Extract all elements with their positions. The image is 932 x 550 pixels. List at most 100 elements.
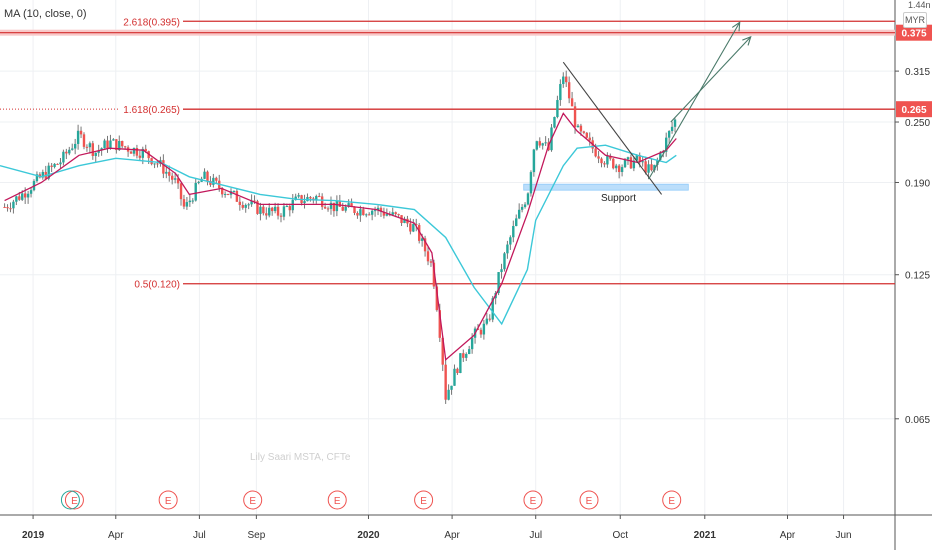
- candle-body: [121, 140, 124, 147]
- candle-body: [250, 200, 253, 205]
- candle-body: [479, 329, 483, 335]
- candle-body: [376, 207, 380, 211]
- candle-body: [565, 76, 568, 83]
- trendline[interactable]: [670, 36, 752, 123]
- earnings-marker[interactable]: [327, 490, 347, 510]
- candle-body: [265, 213, 268, 216]
- candle-body: [462, 353, 465, 358]
- candle-body: [3, 206, 6, 208]
- candle-body: [664, 137, 668, 152]
- earnings-marker-label: E: [530, 496, 537, 507]
- candle-body: [276, 206, 280, 216]
- candle-body: [288, 206, 292, 211]
- candle-body: [76, 130, 80, 144]
- candle-body: [573, 106, 577, 128]
- candle-body: [176, 178, 180, 184]
- earnings-marker-label: E: [420, 496, 427, 507]
- candle-body: [523, 204, 527, 207]
- candle-body: [438, 310, 441, 338]
- indicator-legend[interactable]: MA (10, close, 0): [4, 8, 87, 20]
- earnings-marker[interactable]: [662, 490, 682, 510]
- candle-body: [570, 98, 574, 107]
- candle-body: [673, 119, 677, 127]
- earnings-marker-label: E: [165, 496, 172, 507]
- candle-body: [350, 203, 353, 208]
- earnings-marker[interactable]: [414, 490, 434, 510]
- x-tick-label: Apr: [780, 530, 796, 541]
- candle-body: [370, 210, 374, 215]
- candle-body: [409, 223, 412, 232]
- candle-body: [647, 164, 650, 173]
- candle-body: [168, 171, 171, 176]
- candle-body: [362, 209, 365, 216]
- x-tick-label: Jul: [193, 530, 206, 541]
- candle-body: [344, 206, 347, 211]
- earnings-marker[interactable]: [243, 490, 263, 510]
- candle-body: [612, 158, 615, 169]
- candle-body: [153, 163, 156, 165]
- candle-body: [538, 141, 541, 146]
- candle-body: [644, 161, 647, 173]
- y-tick-label: 0.190: [905, 178, 930, 189]
- candle-body: [556, 100, 559, 118]
- x-tick-label: Apr: [444, 530, 460, 541]
- candle-body: [162, 160, 165, 174]
- candle-body: [132, 148, 136, 154]
- ma-10-line[interactable]: [4, 112, 677, 361]
- earnings-marker[interactable]: [579, 490, 599, 510]
- candle-body: [526, 193, 530, 205]
- candle-body: [420, 238, 424, 241]
- candle-body: [109, 140, 112, 149]
- candle-body: [432, 262, 436, 287]
- candle-body: [262, 206, 265, 214]
- price-tag[interactable]: [896, 101, 932, 118]
- candle-body: [68, 149, 71, 154]
- candle-body: [662, 151, 665, 153]
- earnings-marker[interactable]: [64, 490, 84, 510]
- candle-body: [56, 163, 59, 165]
- candle-body: [215, 177, 218, 181]
- candle-body: [220, 188, 224, 195]
- candle-body: [123, 146, 127, 148]
- earnings-marker[interactable]: [523, 490, 543, 510]
- candle-body: [397, 214, 400, 216]
- dividend-marker[interactable]: [60, 490, 80, 510]
- candle-body: [588, 137, 591, 141]
- price-tag[interactable]: [896, 24, 932, 41]
- candle-body: [91, 143, 95, 156]
- fib-level-label: 0.5(0.120): [134, 280, 180, 291]
- candle-body: [291, 200, 294, 211]
- candle-body: [270, 207, 274, 212]
- candle-body: [197, 181, 200, 183]
- candle-body: [15, 196, 18, 202]
- x-tick-label: Sep: [247, 530, 265, 541]
- candle-body: [18, 196, 21, 200]
- candle-body: [532, 149, 536, 173]
- candle-body: [112, 139, 115, 141]
- candle-body: [594, 148, 597, 157]
- trendline[interactable]: [562, 61, 663, 195]
- candle-body: [191, 200, 194, 202]
- earnings-marker-label: E: [668, 496, 675, 507]
- candle-body: [567, 82, 571, 99]
- candle-body: [165, 171, 168, 174]
- y-tick-label: 0.125: [905, 271, 930, 282]
- x-tick-label: 2021: [694, 530, 717, 541]
- earnings-marker-label: E: [334, 496, 341, 507]
- trendline[interactable]: [648, 22, 741, 180]
- candle-body: [359, 209, 362, 216]
- earnings-marker[interactable]: [158, 490, 178, 510]
- candle-body: [244, 204, 247, 208]
- currency-button[interactable]: MYR: [903, 12, 927, 28]
- candle-body: [453, 368, 456, 386]
- candle-body: [582, 131, 586, 133]
- support-zone: [523, 183, 689, 191]
- candle-body: [562, 76, 565, 85]
- candle-body: [323, 206, 327, 209]
- candle-body: [356, 212, 359, 216]
- y-tick-label: 0.315: [905, 67, 930, 78]
- candle-body: [282, 206, 286, 217]
- slow-moving-average-line[interactable]: [0, 144, 677, 326]
- candle-body: [412, 224, 415, 232]
